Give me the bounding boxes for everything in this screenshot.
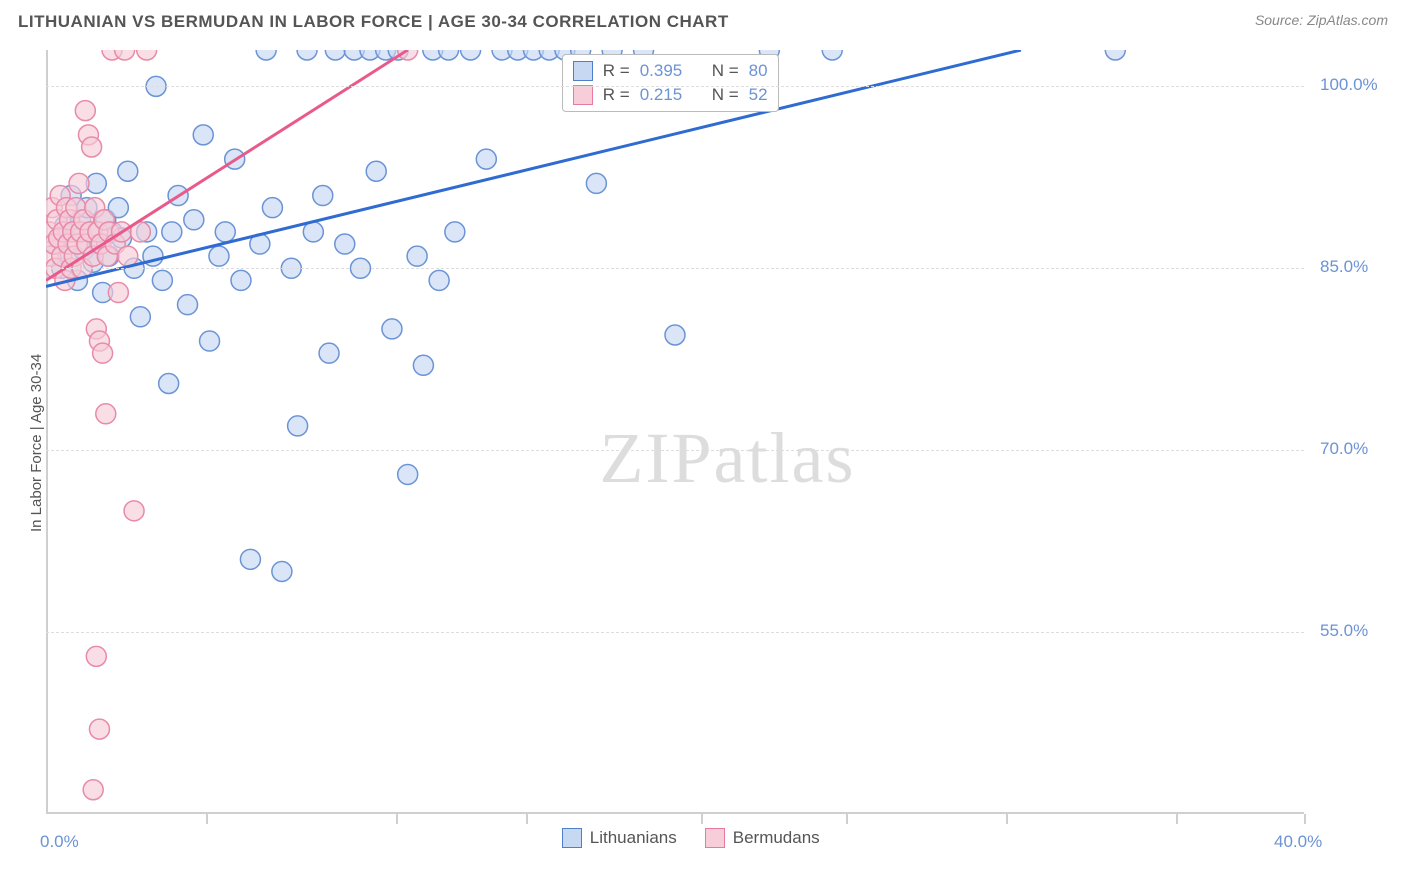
n-value: 52: [749, 85, 768, 105]
data-point: [665, 325, 685, 345]
data-point: [461, 40, 481, 60]
data-point: [96, 404, 116, 424]
x-tick-mark: [846, 814, 848, 824]
n-value: 80: [749, 61, 768, 81]
data-point: [272, 561, 292, 581]
data-point: [303, 222, 323, 242]
info-row: R = 0.215 N = 52: [573, 85, 768, 105]
legend-label: Lithuanians: [590, 828, 677, 848]
data-point: [115, 40, 135, 60]
r-label: R =: [603, 61, 630, 81]
data-point: [124, 501, 144, 521]
data-point: [240, 549, 260, 569]
data-point: [93, 343, 113, 363]
x-tick-mark: [206, 814, 208, 824]
grid-line: [46, 632, 1304, 633]
data-point: [439, 40, 459, 60]
x-tick-mark: [526, 814, 528, 824]
y-axis-label: In Labor Force | Age 30-34: [28, 354, 45, 532]
data-point: [83, 780, 103, 800]
legend-swatch: [573, 85, 593, 105]
x-tick-label: 40.0%: [1274, 832, 1322, 852]
legend: Lithuanians Bermudans: [562, 828, 820, 848]
r-value: 0.395: [640, 61, 683, 81]
legend-label: Bermudans: [733, 828, 820, 848]
grid-line: [46, 86, 1304, 87]
data-point: [382, 319, 402, 339]
data-point: [152, 270, 172, 290]
data-point: [200, 331, 220, 351]
x-tick-mark: [701, 814, 703, 824]
data-point: [159, 373, 179, 393]
data-point: [130, 307, 150, 327]
data-point: [262, 198, 282, 218]
r-value: 0.215: [640, 85, 683, 105]
data-point: [586, 173, 606, 193]
x-tick-mark: [396, 814, 398, 824]
n-label: N =: [712, 61, 739, 81]
legend-swatch: [705, 828, 725, 848]
data-point: [297, 40, 317, 60]
data-point: [108, 283, 128, 303]
data-point: [82, 137, 102, 157]
data-point: [476, 149, 496, 169]
data-point: [398, 464, 418, 484]
data-point: [184, 210, 204, 230]
x-tick-mark: [1304, 814, 1306, 824]
data-point: [86, 646, 106, 666]
data-point: [137, 40, 157, 60]
y-tick-label: 55.0%: [1320, 621, 1368, 641]
data-point: [209, 246, 229, 266]
r-label: R =: [603, 85, 630, 105]
data-point: [89, 719, 109, 739]
data-point: [118, 246, 138, 266]
data-point: [313, 186, 333, 206]
x-tick-mark: [1006, 814, 1008, 824]
legend-swatch: [573, 61, 593, 81]
data-point: [162, 222, 182, 242]
legend-item: Lithuanians: [562, 828, 677, 848]
x-tick-mark: [1176, 814, 1178, 824]
info-row: R = 0.395 N = 80: [573, 61, 768, 81]
grid-line: [46, 268, 1304, 269]
grid-line: [46, 450, 1304, 451]
data-point: [325, 40, 345, 60]
data-point: [69, 173, 89, 193]
data-point: [407, 246, 427, 266]
data-point: [193, 125, 213, 145]
data-point: [445, 222, 465, 242]
data-point: [75, 101, 95, 121]
y-tick-label: 100.0%: [1320, 75, 1378, 95]
data-point: [319, 343, 339, 363]
legend-item: Bermudans: [705, 828, 820, 848]
data-point: [1105, 40, 1125, 60]
n-label: N =: [712, 85, 739, 105]
data-point: [256, 40, 276, 60]
legend-swatch: [562, 828, 582, 848]
scatter-svg: [0, 0, 1406, 892]
data-point: [822, 40, 842, 60]
correlation-info-box: R = 0.395 N = 80 R = 0.215 N = 52: [562, 54, 779, 112]
data-point: [366, 161, 386, 181]
data-point: [413, 355, 433, 375]
data-point: [215, 222, 235, 242]
data-point: [118, 161, 138, 181]
data-point: [178, 295, 198, 315]
data-point: [335, 234, 355, 254]
data-point: [231, 270, 251, 290]
data-point: [288, 416, 308, 436]
y-tick-label: 70.0%: [1320, 439, 1368, 459]
y-tick-label: 85.0%: [1320, 257, 1368, 277]
data-point: [429, 270, 449, 290]
x-tick-label: 0.0%: [40, 832, 79, 852]
